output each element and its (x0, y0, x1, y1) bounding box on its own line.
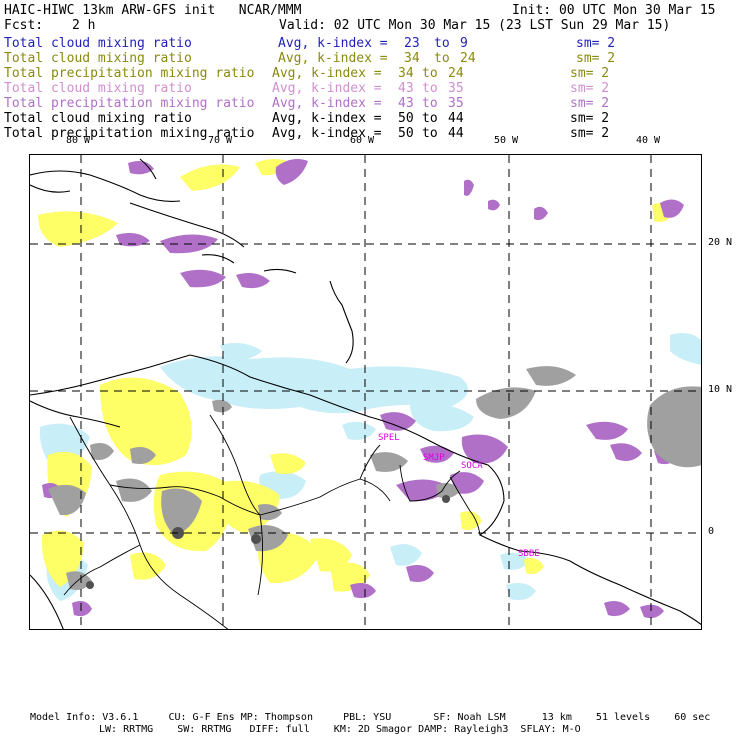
field-4-k-to: 35 (448, 96, 464, 111)
longitude-label: 50 W (494, 135, 519, 146)
field-2-k-to: 24 (448, 66, 464, 81)
field-6-name: Total precipitation mixing ratio (4, 126, 255, 141)
field-2-avg: Avg, k-index = (272, 66, 382, 81)
field-3-to: to (422, 81, 438, 96)
gray-cloud-areas (48, 366, 701, 590)
station-label: SMJP (423, 453, 445, 463)
graticule (30, 155, 701, 629)
field-4-name: Total precipitation mixing ratio (4, 96, 255, 111)
longitude-label: 80 W (66, 135, 91, 146)
field-2-to: to (422, 66, 438, 81)
field-0-name: Total cloud mixing ratio (4, 36, 192, 51)
field-1-sm: sm= 2 (576, 51, 616, 66)
field-2-k-from: 34 (398, 66, 414, 81)
station-label: SBBE (518, 549, 540, 559)
field-0-k-from: 23 (404, 36, 420, 51)
longitude-label: 70 W (208, 135, 233, 146)
latitude-label: 10 N (708, 384, 733, 395)
field-4-avg: Avg, k-index = (272, 96, 382, 111)
field-5-sm: sm= 2 (570, 111, 610, 126)
field-4-sm: sm= 2 (570, 96, 610, 111)
field-5-k-from: 50 (398, 111, 414, 126)
longitude-label: 60 W (350, 135, 375, 146)
field-3-k-from: 43 (398, 81, 414, 96)
field-0-to: to (434, 36, 450, 51)
field-3-k-to: 35 (448, 81, 464, 96)
coastlines (30, 158, 701, 629)
field-3-avg: Avg, k-index = (272, 81, 382, 96)
country-boundaries (63, 414, 481, 629)
field-6-k-from: 50 (398, 126, 414, 141)
latitude-label: 20 N (708, 237, 733, 248)
latitude-label: 0 (708, 526, 715, 537)
field-5-name: Total cloud mixing ratio (4, 111, 192, 126)
field-1-k-to: 24 (460, 51, 476, 66)
field-1-to: to (434, 51, 450, 66)
field-0-sm: sm= 2 (576, 36, 616, 51)
longitude-label: 40 W (636, 135, 661, 146)
field-5-to: to (422, 111, 438, 126)
field-5-k-to: 44 (448, 111, 464, 126)
map-canvas (30, 155, 701, 629)
station-label: SOCA (461, 461, 483, 471)
field-1-name: Total cloud mixing ratio (4, 51, 192, 66)
field-0-avg: Avg, k-index = (278, 36, 388, 51)
field-1-k-from: 34 (404, 51, 420, 66)
field-4-k-from: 43 (398, 96, 414, 111)
field-1-avg: Avg, k-index = (278, 51, 388, 66)
forecast-hours: 2 h (72, 18, 96, 33)
valid-time: Valid: 02 UTC Mon 30 Mar 15 (23 LST Sun … (279, 18, 671, 33)
field-2-sm: sm= 2 (570, 66, 610, 81)
forecast-label: Fcst: (4, 18, 44, 33)
field-4-to: to (422, 96, 438, 111)
station-label: SPEL (378, 433, 400, 443)
field-3-sm: sm= 2 (570, 81, 610, 96)
field-6-avg: Avg, k-index = (272, 126, 382, 141)
init-time: Init: 00 UTC Mon 30 Mar 15 (512, 3, 716, 18)
model-info-line1: Model Info: V3.6.1 CU: G-F Ens MP: Thomp… (30, 712, 711, 723)
model-info-line2: LW: RRTMG SW: RRTMG DIFF: full KM: 2D Sm… (99, 724, 581, 735)
field-3-name: Total cloud mixing ratio (4, 81, 192, 96)
field-6-k-to: 44 (448, 126, 464, 141)
field-6-to: to (422, 126, 438, 141)
field-0-k-to: 9 (460, 36, 468, 51)
map-panel: SPEL SMJP SOCA SBBE (29, 154, 702, 630)
field-2-name: Total precipitation mixing ratio (4, 66, 255, 81)
field-6-sm: sm= 2 (570, 126, 610, 141)
model-title: HAIC-HIWC 13km ARW-GFS init NCAR/MMM (4, 3, 302, 18)
field-5-avg: Avg, k-index = (272, 111, 382, 126)
